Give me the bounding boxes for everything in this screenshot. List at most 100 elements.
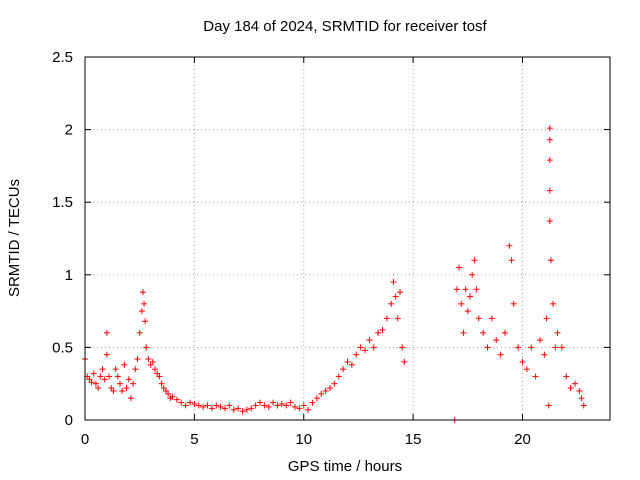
plot-frame bbox=[84, 56, 611, 421]
data-point bbox=[296, 405, 303, 412]
data-point bbox=[92, 380, 99, 387]
data-point bbox=[318, 390, 325, 397]
x-tick-label: 20 bbox=[514, 431, 531, 448]
data-point bbox=[558, 344, 565, 351]
data-point bbox=[139, 289, 146, 296]
data-point bbox=[370, 344, 377, 351]
data-point bbox=[541, 351, 548, 358]
data-point bbox=[274, 402, 281, 409]
data-point bbox=[101, 376, 108, 383]
data-point bbox=[142, 318, 149, 325]
data-point bbox=[257, 399, 263, 406]
data-point bbox=[545, 402, 552, 409]
data-point bbox=[480, 329, 487, 336]
data-point bbox=[239, 408, 246, 415]
data-point bbox=[187, 399, 193, 406]
data-point bbox=[119, 387, 126, 394]
data-points bbox=[82, 125, 587, 423]
data-point bbox=[226, 402, 233, 409]
data-point bbox=[357, 344, 364, 351]
data-point bbox=[152, 366, 158, 373]
data-point bbox=[563, 373, 570, 380]
data-point bbox=[95, 385, 102, 392]
y-tick-label: 1 bbox=[65, 267, 73, 284]
data-point bbox=[230, 406, 237, 413]
data-point bbox=[543, 315, 550, 322]
x-tick-label: 15 bbox=[405, 431, 422, 448]
data-point bbox=[322, 387, 329, 394]
y-tick-label: 2.5 bbox=[52, 49, 73, 66]
data-point bbox=[554, 329, 561, 336]
data-point bbox=[488, 315, 495, 322]
data-point bbox=[213, 402, 220, 409]
data-point bbox=[136, 329, 143, 336]
data-point bbox=[222, 405, 228, 412]
data-point bbox=[390, 279, 397, 286]
data-point bbox=[103, 351, 110, 358]
data-point bbox=[462, 286, 469, 293]
data-point bbox=[392, 293, 399, 300]
data-point bbox=[243, 406, 250, 413]
chart-title: Day 184 of 2024, SRMTID for receiver tos… bbox=[203, 18, 487, 35]
data-point bbox=[283, 402, 290, 409]
data-point bbox=[117, 380, 123, 387]
data-point bbox=[143, 344, 150, 351]
data-point bbox=[97, 373, 104, 380]
data-point bbox=[134, 356, 141, 363]
data-point bbox=[123, 385, 130, 392]
data-point bbox=[469, 271, 476, 278]
data-point bbox=[366, 337, 373, 344]
data-point bbox=[110, 387, 117, 394]
x-tick-label: 10 bbox=[295, 431, 312, 448]
data-point bbox=[497, 351, 504, 358]
data-point bbox=[300, 402, 307, 409]
data-point bbox=[340, 366, 347, 373]
data-point bbox=[460, 329, 467, 336]
data-point bbox=[278, 401, 285, 408]
data-point bbox=[362, 347, 368, 354]
data-point bbox=[252, 402, 259, 409]
y-axis-label: SRMTID / TECUs bbox=[6, 179, 23, 297]
data-point bbox=[132, 366, 139, 373]
data-point bbox=[580, 402, 587, 409]
data-point bbox=[261, 402, 268, 409]
data-point bbox=[576, 387, 583, 394]
data-point bbox=[388, 300, 395, 307]
data-point bbox=[537, 337, 543, 344]
data-point bbox=[112, 366, 119, 373]
y-tick-label: 0.5 bbox=[52, 339, 73, 356]
data-point bbox=[208, 405, 215, 412]
data-point bbox=[313, 395, 320, 402]
y-tick-label: 0 bbox=[65, 412, 73, 429]
data-point bbox=[458, 300, 465, 307]
data-point bbox=[464, 308, 471, 315]
data-point bbox=[90, 370, 97, 377]
data-point bbox=[130, 380, 137, 387]
data-point bbox=[475, 315, 482, 322]
data-point bbox=[248, 405, 255, 412]
data-point bbox=[547, 257, 554, 264]
data-point bbox=[353, 351, 360, 358]
data-point bbox=[484, 344, 491, 351]
data-point bbox=[305, 406, 312, 413]
x-tick-label: 0 bbox=[81, 431, 89, 448]
data-point bbox=[287, 399, 294, 406]
data-point bbox=[397, 289, 403, 296]
data-point bbox=[106, 373, 113, 380]
data-point bbox=[173, 396, 180, 403]
data-point bbox=[270, 399, 277, 406]
data-point bbox=[182, 402, 189, 409]
data-point bbox=[528, 344, 535, 351]
data-point bbox=[546, 136, 553, 143]
data-point bbox=[309, 399, 316, 406]
data-point bbox=[550, 300, 557, 307]
data-point bbox=[546, 218, 553, 225]
data-point bbox=[158, 380, 165, 387]
data-point bbox=[88, 379, 95, 386]
data-point bbox=[200, 403, 207, 410]
data-point bbox=[348, 361, 355, 368]
data-point bbox=[145, 356, 152, 363]
data-point bbox=[399, 344, 406, 351]
grid-layer bbox=[85, 57, 610, 420]
data-point bbox=[103, 329, 110, 336]
